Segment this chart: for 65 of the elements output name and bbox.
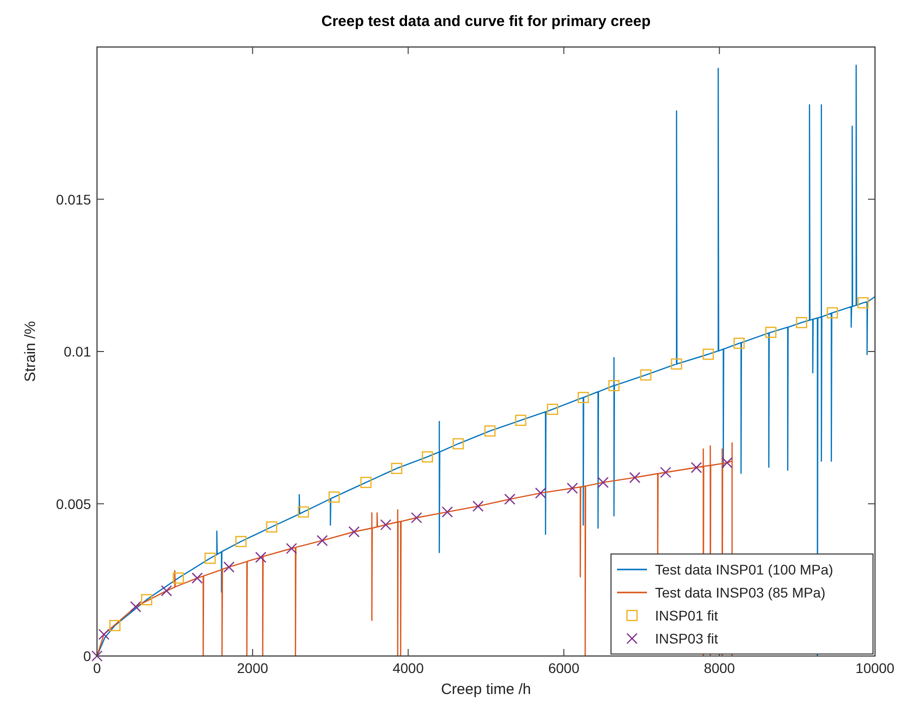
point	[452, 438, 464, 450]
point	[702, 348, 714, 360]
point	[484, 425, 496, 437]
y-tick-label: 0.015	[56, 191, 92, 208]
point	[410, 512, 422, 524]
x-tick-label: 0	[93, 660, 102, 676]
point	[670, 358, 682, 370]
x-tick-label: 10000	[856, 660, 895, 676]
legend-label: INSP01 fit	[655, 608, 718, 624]
chart-title: Creep test data and curve fit for primary creep	[321, 13, 651, 30]
point	[442, 506, 453, 518]
point	[141, 594, 152, 606]
y-tick-label: 0	[83, 648, 92, 664]
legend-label: Test data INSP01 (100 MPa)	[655, 562, 834, 578]
point	[629, 472, 640, 484]
point	[515, 414, 526, 426]
point	[380, 519, 392, 530]
line-series	[96, 64, 876, 657]
point	[130, 601, 142, 612]
point	[422, 451, 434, 462]
point	[160, 585, 172, 596]
point	[192, 572, 203, 584]
point	[660, 466, 672, 478]
point	[765, 326, 776, 338]
x-tick-label: 2000	[237, 660, 268, 676]
point	[172, 572, 184, 584]
x-axis-title: Creep time /h	[440, 681, 532, 698]
point	[266, 521, 278, 532]
point	[722, 457, 733, 468]
point	[733, 338, 745, 349]
point	[348, 526, 360, 538]
point	[796, 316, 808, 328]
point	[535, 487, 546, 499]
point	[360, 476, 372, 488]
point	[546, 404, 558, 415]
y-tick-label: 0.01	[64, 344, 92, 360]
point	[690, 462, 702, 474]
point	[504, 494, 516, 505]
point	[235, 536, 247, 548]
point	[391, 462, 402, 474]
x-tick-label: 4000	[392, 660, 424, 676]
legend-label: Test data INSP03 (85 MPa)	[655, 584, 826, 600]
point	[597, 476, 609, 488]
point	[316, 534, 328, 546]
y-axis-title: Strain /%	[22, 321, 39, 382]
point	[566, 482, 578, 494]
point	[578, 392, 589, 404]
point	[298, 506, 310, 518]
point	[223, 561, 235, 573]
x-tick-label: 8000	[704, 660, 736, 676]
point	[472, 500, 484, 512]
point	[255, 552, 266, 563]
point	[608, 380, 620, 392]
x-tick-label: 6000	[548, 660, 580, 676]
point	[286, 542, 298, 554]
point	[328, 491, 340, 503]
point	[91, 650, 103, 662]
y-tick-label: 0.005	[56, 496, 92, 512]
point	[857, 297, 869, 308]
point	[640, 369, 652, 381]
legend-label: INSP03 fit	[655, 630, 718, 646]
point	[826, 307, 838, 318]
point	[109, 620, 120, 632]
point	[204, 552, 216, 564]
point	[98, 628, 110, 640]
